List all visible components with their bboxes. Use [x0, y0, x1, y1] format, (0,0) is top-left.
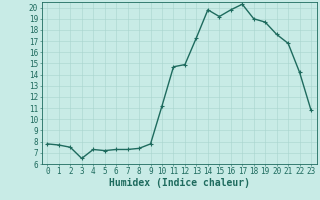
X-axis label: Humidex (Indice chaleur): Humidex (Indice chaleur)	[109, 178, 250, 188]
